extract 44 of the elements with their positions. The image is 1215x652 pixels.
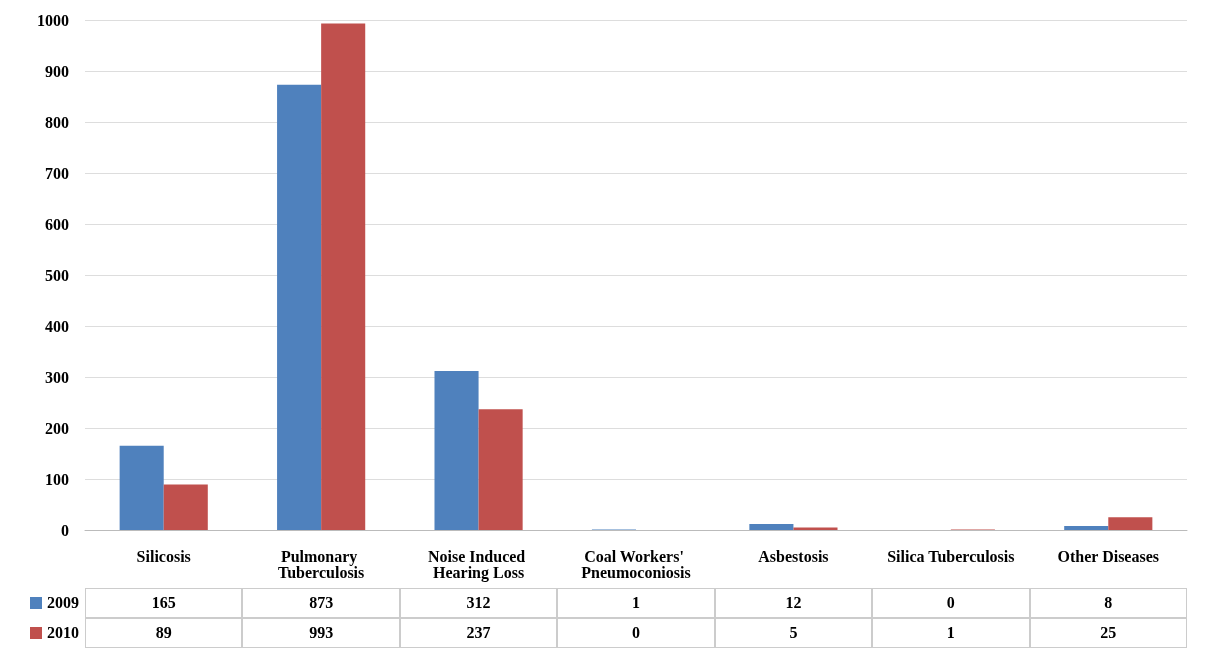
y-tick-label: 0	[61, 521, 69, 539]
data-label: 993	[242, 618, 400, 648]
bar	[434, 370, 479, 530]
y-tick-label: 500	[45, 266, 69, 284]
data-label: 312	[399, 588, 558, 618]
y-tick-label: 800	[45, 113, 69, 131]
y-tick-label: 200	[45, 419, 69, 437]
bar	[1064, 525, 1109, 530]
x-tick-label: Asbestosis	[758, 547, 829, 565]
data-label: 1	[872, 618, 1030, 648]
data-label: 8	[1029, 588, 1187, 618]
y-tick-label: 400	[45, 317, 69, 335]
bar	[1108, 517, 1153, 530]
data-label: 5	[714, 618, 873, 648]
y-tick-label: 100	[45, 470, 69, 488]
bar	[793, 527, 838, 530]
data-label: 12	[714, 588, 873, 618]
data-label: 25	[1029, 618, 1187, 648]
data-label: 1	[557, 588, 715, 618]
legend-label: 2009	[47, 594, 79, 612]
y-tick-label: 700	[45, 164, 69, 182]
y-tick-label: 600	[45, 215, 69, 233]
y-tick-label: 900	[45, 62, 69, 80]
data-label: 873	[242, 588, 400, 618]
bar	[749, 523, 794, 530]
x-tick-label: Silicosis	[136, 547, 191, 565]
bar	[119, 445, 164, 530]
data-label: 237	[399, 618, 558, 648]
x-tick-label: Coal Workers' Pneumoconiosis	[581, 547, 691, 581]
x-tick-label: Silica Tuberculosis	[887, 547, 1015, 565]
legend-label: 2010	[47, 624, 79, 642]
y-tick-label: 1000	[37, 11, 69, 29]
bar	[478, 409, 523, 530]
data-label: 0	[557, 618, 715, 648]
bar	[163, 484, 208, 530]
y-tick-label: 300	[45, 368, 69, 386]
bar	[321, 23, 366, 530]
data-label: 165	[85, 588, 243, 618]
x-tick-label: Other Diseases	[1057, 547, 1160, 565]
x-tick-label: Pulmonary Tuberculosis	[278, 547, 365, 581]
data-label: 0	[872, 588, 1030, 618]
bar	[277, 84, 322, 530]
x-tick-label: Noise Induced Hearing Loss	[427, 547, 530, 582]
data-label: 89	[85, 618, 243, 648]
